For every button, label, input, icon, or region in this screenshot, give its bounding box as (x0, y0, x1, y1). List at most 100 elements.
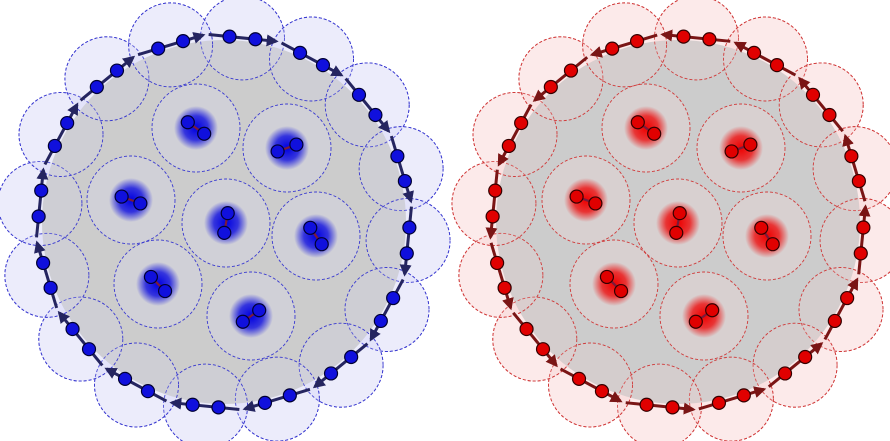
particle (827, 313, 842, 329)
particle (314, 237, 329, 252)
particle (303, 220, 318, 235)
direction-arrow (57, 310, 104, 367)
particle (351, 87, 367, 102)
particle (211, 400, 226, 415)
particle (777, 366, 793, 381)
particle (143, 269, 159, 285)
particle (844, 149, 859, 164)
particle (605, 41, 620, 56)
panel-right (451, 0, 890, 441)
particle (754, 220, 769, 235)
particle (109, 63, 125, 78)
direction-arrow (660, 29, 731, 43)
particle (485, 209, 500, 224)
particle (805, 87, 821, 102)
particle (743, 137, 758, 152)
direction-arrow (344, 77, 391, 134)
particle (323, 366, 339, 381)
particle (36, 255, 51, 271)
particle (669, 225, 684, 240)
direction-arrow (280, 41, 344, 77)
particle (599, 269, 615, 285)
particle (157, 283, 173, 299)
particle (31, 209, 46, 224)
direction-arrow (79, 55, 136, 102)
particle (151, 41, 166, 56)
particle (569, 189, 584, 204)
particle (220, 206, 235, 221)
inner-dimers (86, 83, 361, 361)
particle (665, 400, 680, 415)
boundary-dimers (485, 29, 871, 415)
particle (185, 397, 200, 412)
direction-arrow (242, 387, 311, 412)
particle (390, 149, 405, 164)
direction-arrow (857, 204, 871, 275)
particle (344, 349, 359, 365)
particle (853, 246, 868, 261)
panel-left (0, 0, 451, 441)
direction-arrow (559, 367, 623, 403)
particle (368, 107, 383, 123)
particle (34, 183, 49, 198)
particle (840, 290, 855, 306)
particle (315, 58, 331, 73)
particle (197, 126, 212, 141)
direction-arrow (733, 41, 797, 77)
particle (856, 220, 871, 235)
particle (514, 115, 529, 131)
particle (386, 290, 401, 306)
particle (257, 395, 273, 410)
boundary-dimers (31, 29, 417, 415)
particle (594, 384, 610, 399)
particle (822, 107, 837, 123)
particle (60, 115, 75, 131)
particle (490, 255, 505, 271)
boundary-domain-circle (617, 363, 702, 441)
particle (289, 137, 304, 152)
particle (798, 349, 813, 365)
particle (543, 79, 558, 95)
particle (711, 395, 727, 410)
direction-arrow (767, 342, 824, 388)
direction-arrow (104, 367, 168, 403)
particle (702, 32, 717, 47)
particle (222, 29, 237, 44)
particle (497, 280, 512, 295)
particle (117, 371, 133, 386)
particle (672, 206, 687, 221)
particle (613, 283, 629, 299)
direction-arrow (169, 397, 240, 411)
direction-arrow (589, 33, 658, 58)
direction-arrow (137, 32, 206, 57)
particle (563, 63, 579, 78)
direction-arrow (625, 401, 696, 415)
direction-arrow (485, 169, 499, 240)
particle (114, 189, 129, 204)
particle (81, 342, 97, 357)
particle (705, 303, 720, 318)
direction-arrow (512, 311, 558, 368)
direction-arrow (698, 386, 767, 411)
direction-arrow (369, 278, 405, 342)
direction-arrow (43, 102, 79, 166)
direction-arrow (389, 135, 414, 204)
direction-arrow (798, 76, 844, 133)
direction-arrow (489, 242, 514, 311)
particle (89, 79, 104, 95)
particle (571, 371, 587, 386)
particle (43, 280, 58, 295)
particle (688, 314, 703, 329)
particle (133, 196, 148, 211)
direction-arrow (497, 103, 533, 167)
boundary-domain-circle (654, 0, 739, 81)
direction-arrow (532, 56, 589, 102)
particle (501, 138, 516, 154)
particle (736, 388, 751, 403)
direction-arrow (823, 277, 859, 341)
particle (175, 34, 191, 49)
direction-arrow (34, 240, 59, 309)
particle (282, 388, 297, 403)
